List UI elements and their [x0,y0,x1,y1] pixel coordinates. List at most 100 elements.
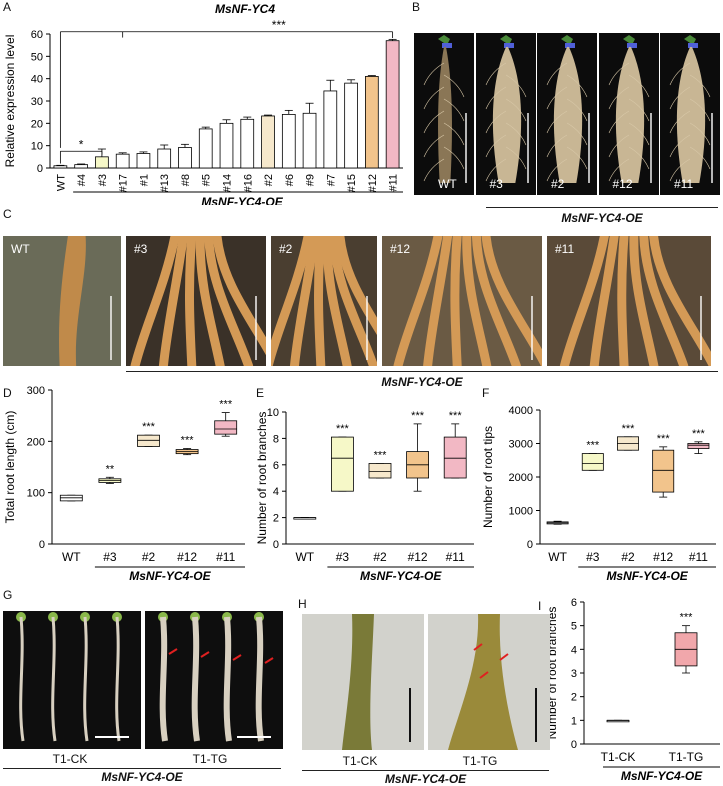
box [368,463,392,479]
box [581,453,604,471]
fine-root [628,146,649,170]
shoot [499,35,512,45]
bar [136,153,151,169]
fine-root [485,86,506,110]
box [443,436,467,479]
x-tick-label: WT [548,550,567,564]
thick-root [204,236,254,366]
y-axis-label: Number of root tips [481,426,495,528]
fine-root [689,146,711,170]
bar [365,76,379,169]
y-tick-label: 0 [39,539,45,551]
panel-letter-e: E [256,386,265,400]
photo-drawing [559,236,711,366]
chart-a-y-tick-label: 50 [31,51,43,63]
bar [385,40,400,169]
thick-root [462,236,492,366]
photo-drawing [669,35,713,183]
panel-c-group-label: MsNF-YC4-OE [381,375,463,389]
thick-root [335,236,377,335]
x-tick-label: T1-CK [601,750,636,764]
box [214,420,238,435]
x-tick-label: #6 [284,174,296,186]
stem [59,236,86,366]
thick-root [629,236,659,366]
thick-root [314,236,326,366]
panel-c-photo: WT [3,236,121,366]
chart-a-title: MsNF-YC4 [215,2,275,16]
root [51,616,57,742]
y-tick-label: 4 [571,644,577,656]
fine-root [443,74,465,98]
panel-g-photo [3,611,141,749]
chart-d: 0 100 200 300 Total root length (cm) WT ** #3 **… [3,386,245,582]
arrow [479,671,489,679]
chart-a-y-tick-label: 30 [31,96,43,108]
panel-g-label-tg: T1-TG [192,752,228,766]
panel-letter-f: F [482,386,490,400]
significance-label: *** [657,433,671,445]
panel-letter-d: D [3,386,12,400]
significance-label: *** [374,449,388,461]
y-tick-label: 6 [273,460,279,472]
y-tick-label: 200 [27,436,45,448]
y-tick-label: 6 [571,597,577,609]
bar [115,153,130,169]
bar [178,147,192,169]
panel-c-group-underline [126,371,718,372]
thick-root [212,236,266,356]
panel-b-photo-label: #3 [489,177,503,191]
thick-root [481,236,542,366]
panel-c-photo: #3 [126,236,266,366]
y-tick-label: 2 [571,692,577,704]
y-tick-label: 1000 [509,506,533,518]
bar [74,164,88,169]
panel-c-photo-label: #3 [134,242,148,256]
panel-b-photo-label: WT [438,177,457,191]
panel-b-group-label: MsNF-YC4-OE [561,211,643,225]
chart-a-y-tick-label: 20 [31,118,43,130]
group-label: MsNF-YC4-OE [360,569,442,582]
y-tick-label: 0 [527,539,533,551]
panel-b-photo-label: #12 [612,177,633,191]
fine-root [689,74,711,98]
x-tick-label: #4 [76,174,88,186]
fine-root [669,158,691,182]
chart-a-y-tick-label: 0 [37,163,43,175]
root [83,616,89,742]
fine-root [505,98,526,122]
significance-label: *** [449,410,463,422]
box [331,436,354,492]
photo-drawing [59,236,112,366]
fine-root [566,146,588,170]
chart-a-y-tick-label: 40 [31,74,43,86]
significance-label: *** [336,423,350,435]
thick-root [271,236,313,366]
thick-root [195,236,225,366]
significance-label: *** [680,612,694,624]
y-tick-label: 2000 [509,472,533,484]
x-tick-label: #2 [373,550,387,564]
panel-b-photo: WT [414,33,474,195]
thick-root [329,236,377,366]
x-tick-label: #3 [586,550,600,564]
y-tick-label: 100 [27,488,45,500]
fine-root [669,110,691,134]
bar [95,156,109,169]
x-tick-label: #17 [118,174,130,192]
panel-c-photo: #12 [382,236,542,366]
panel-h-root-photos [302,614,550,750]
root [159,616,168,742]
panel-h-label-tg: T1-TG [462,754,498,768]
arrow [473,643,483,651]
thick-root [649,236,711,366]
panel-g-root-photos [3,611,283,749]
shoot [561,35,573,45]
panel-letter-b: B [412,0,421,14]
bar [281,114,296,169]
fine-root [423,110,445,134]
fine-root [608,86,629,110]
fine-root [608,62,629,86]
x-tick-label: #13 [159,174,171,192]
significance-label: *** [622,423,636,435]
